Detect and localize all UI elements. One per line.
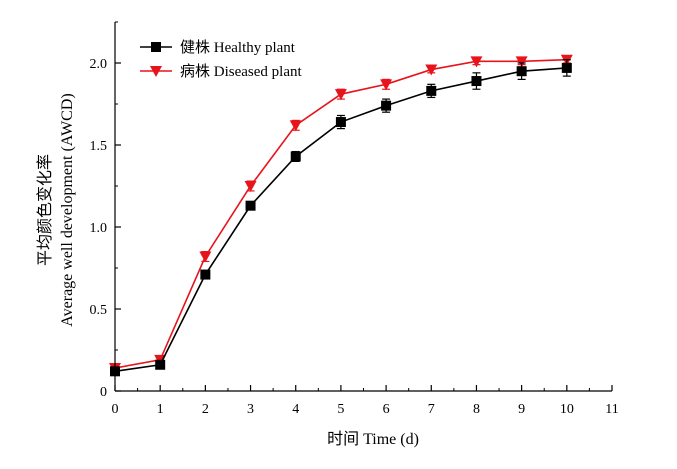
data-point — [335, 117, 346, 128]
data-point — [199, 251, 212, 263]
x-tick-label: 7 — [428, 402, 435, 417]
y-tick-label: 1.0 — [90, 221, 108, 236]
x-tick-label: 0 — [112, 402, 119, 417]
x-tick-label: 11 — [605, 402, 618, 417]
y-tick-label: 1.5 — [90, 139, 108, 154]
x-axis-title: 时间 Time (d) — [327, 430, 419, 448]
legend-label: 病株 Diseased plant — [180, 63, 302, 80]
data-point — [425, 64, 438, 76]
x-tick-label: 8 — [473, 402, 480, 417]
data-point — [334, 89, 347, 101]
y-axis-title-chinese: 平均颜色变化率 — [36, 154, 54, 266]
data-point — [245, 200, 256, 211]
x-tick-label: 4 — [292, 402, 299, 417]
data-point — [516, 66, 527, 77]
series-diseased-plant — [109, 54, 573, 375]
series-line — [114, 58, 567, 369]
x-tick-label: 6 — [383, 402, 390, 417]
data-point — [426, 85, 437, 96]
legend-label: 健株 Healthy plant — [180, 39, 296, 56]
x-tick-label: 10 — [560, 402, 574, 417]
series-line — [114, 67, 567, 373]
data-point — [155, 359, 166, 370]
series-healthy-plant — [110, 59, 572, 377]
x-tick-label: 2 — [202, 402, 209, 417]
data-point — [290, 151, 301, 162]
data-point — [380, 79, 393, 91]
plot-layer — [109, 54, 573, 377]
y-tick-label: 2.0 — [90, 57, 108, 72]
y-tick-label: 0.5 — [90, 303, 108, 318]
data-point — [381, 100, 392, 111]
x-tick-label: 1 — [157, 402, 164, 417]
data-point — [561, 62, 572, 73]
data-point — [289, 120, 302, 132]
x-tick-label: 5 — [337, 402, 344, 417]
data-point — [471, 76, 482, 87]
x-tick-label: 3 — [247, 402, 254, 417]
data-point — [515, 56, 528, 68]
y-axis-title-english: Average well development (AWCD) — [59, 93, 76, 326]
x-tick-label: 9 — [518, 402, 525, 417]
legend: 健株 Healthy plant 病株 Diseased plant — [140, 39, 302, 80]
data-point — [244, 181, 257, 192]
legend-marker — [150, 66, 162, 77]
y-tick-label: 0 — [100, 385, 107, 400]
legend-marker — [151, 42, 161, 52]
axes-layer: 0 1 2 3 4 5 6 7 8 9 10 11 0 0.5 1.0 1.5 2.0 — [90, 21, 619, 417]
data-point — [470, 56, 483, 68]
data-point — [200, 269, 211, 280]
